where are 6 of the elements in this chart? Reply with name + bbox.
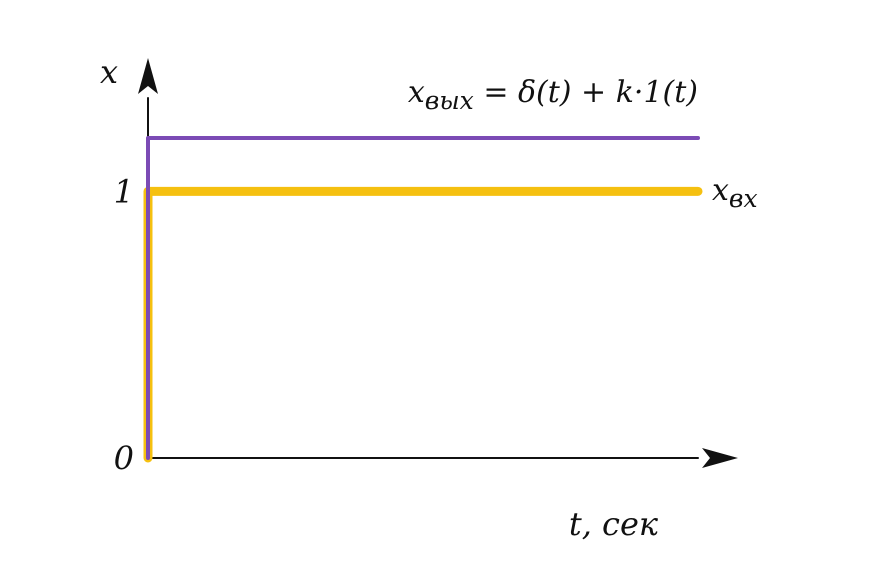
series-label: x$_{вх}$ — [712, 173, 758, 214]
y-axis-title: x — [100, 53, 118, 91]
series-label: x$_{вых}$ = δ(t) + k·1(t) — [408, 75, 698, 115]
x-axis-title: t, сек — [568, 505, 659, 543]
y-tick-label: 1 — [114, 172, 134, 210]
y-tick-label: 0 — [114, 439, 134, 477]
